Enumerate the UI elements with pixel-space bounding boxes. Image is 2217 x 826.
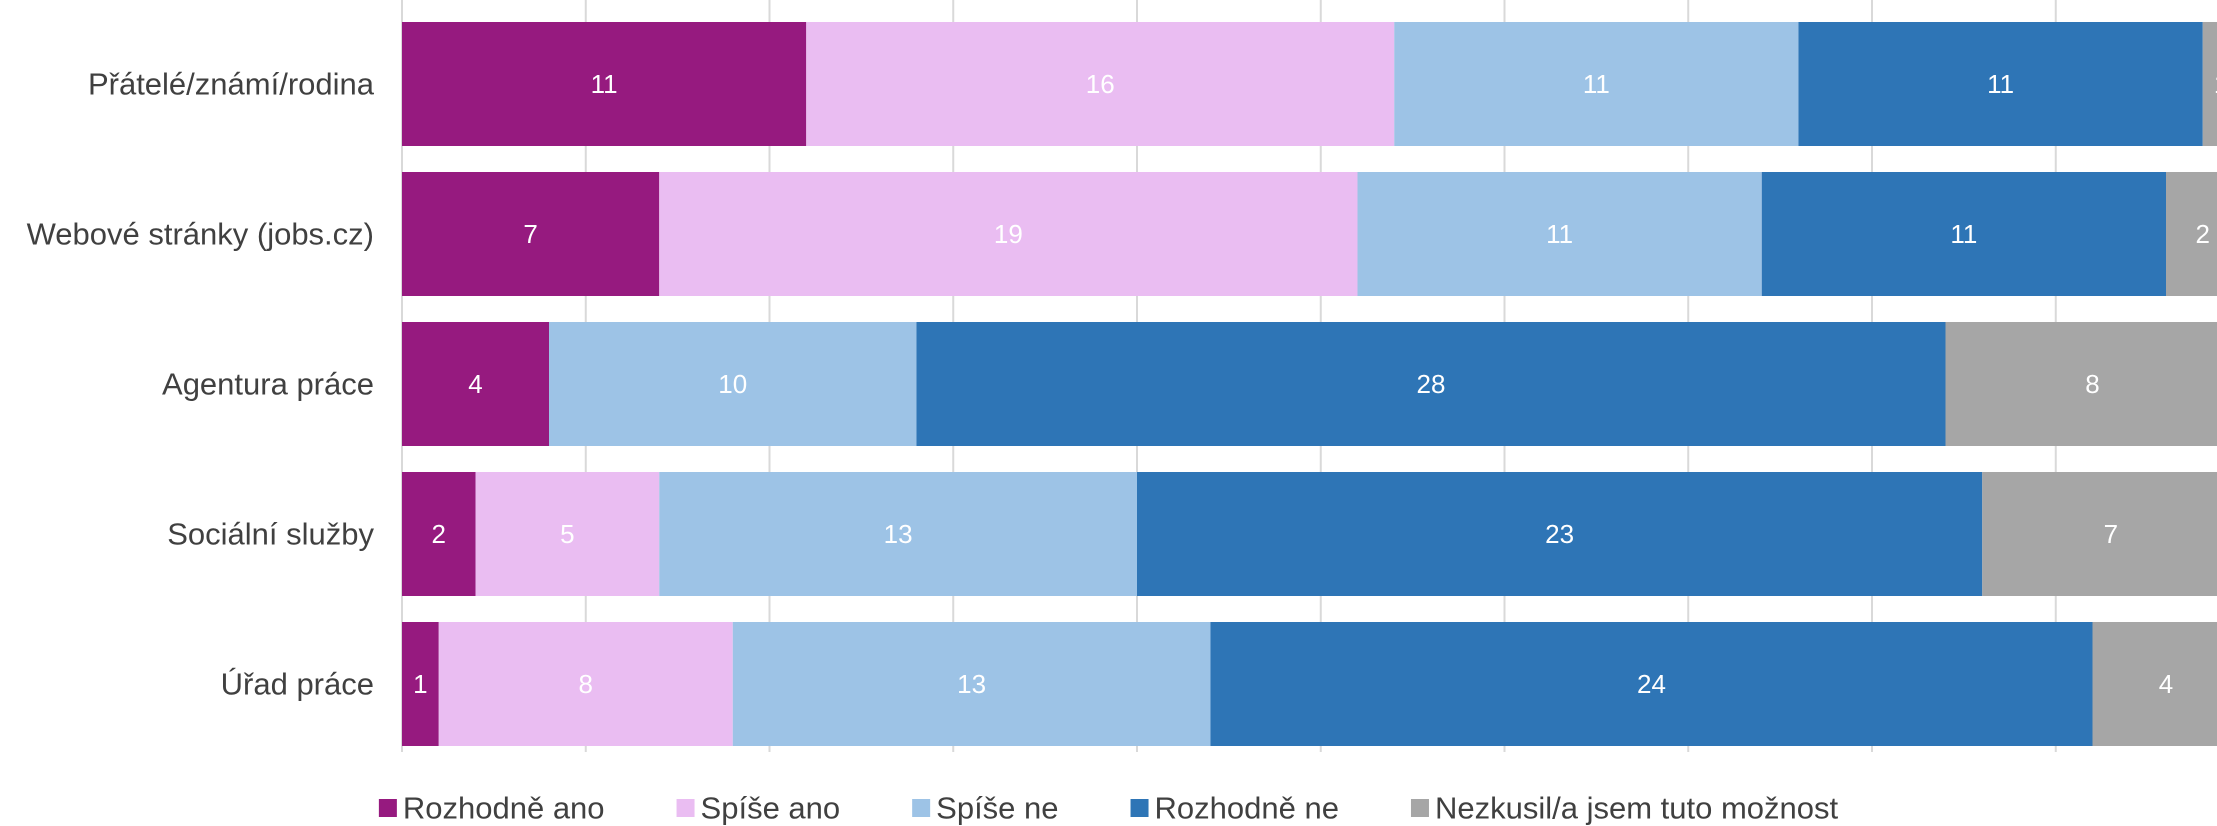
data-label: 4 xyxy=(2159,669,2173,699)
data-label: 5 xyxy=(560,519,574,549)
category-label: Úřad práce xyxy=(221,667,374,702)
data-label: 28 xyxy=(1417,369,1446,399)
bar-pratele-znami-rodina-rozhodne-ano xyxy=(402,22,807,146)
legend-label: Spíše ne xyxy=(936,791,1058,826)
bar-urad-prace-spise-ano xyxy=(438,622,733,746)
bar-agentura-prace-spise-ne xyxy=(549,322,917,446)
bar-urad-prace-spise-ne xyxy=(732,622,1211,746)
data-label: 24 xyxy=(1637,669,1666,699)
data-label: 11 xyxy=(1950,219,1977,249)
bar-agentura-prace-nezkusil-a-jsem-tuto-moznost xyxy=(1945,322,2217,446)
bar-socialni-sluzby-spise-ano xyxy=(475,472,660,596)
bar-pratele-znami-rodina-nezkusil-a-jsem-tuto-moznost xyxy=(2202,22,2217,146)
bar-pratele-znami-rodina-spise-ne xyxy=(1394,22,1799,146)
data-label: 7 xyxy=(523,219,537,249)
legend-swatch xyxy=(912,799,931,817)
category-labels: Přátelé/známí/rodina Webové stránky (jobs… xyxy=(27,67,375,702)
bar-agentura-prace-rozhodne-ne xyxy=(916,322,1946,446)
legend-swatch xyxy=(676,799,695,817)
bar-webove-stranky-jobs-cz-nezkusil-a-jsem-tuto-moznost xyxy=(2166,172,2217,296)
data-labels: 1116111117191111241028825132371813244 xyxy=(413,69,2217,699)
legend-swatch xyxy=(1410,799,1429,817)
category-label: Agentura práce xyxy=(162,367,374,402)
bars xyxy=(402,22,2217,746)
data-label: 2 xyxy=(432,519,446,549)
bar-webove-stranky-jobs-cz-spise-ne xyxy=(1357,172,1762,296)
data-label: 11 xyxy=(1583,69,1610,99)
data-label: 10 xyxy=(718,369,747,399)
bar-socialni-sluzby-spise-ne xyxy=(659,472,1137,596)
category-label: Sociální služby xyxy=(167,517,374,552)
legend-label: Spíše ano xyxy=(701,791,841,826)
bar-socialni-sluzby-nezkusil-a-jsem-tuto-moznost xyxy=(1982,472,2217,596)
bar-pratele-znami-rodina-spise-ano xyxy=(806,22,1395,146)
data-label: 16 xyxy=(1086,69,1115,99)
bar-webove-stranky-jobs-cz-spise-ano xyxy=(659,172,1358,296)
data-label: 19 xyxy=(994,219,1023,249)
bar-webove-stranky-jobs-cz-rozhodne-ne xyxy=(1761,172,2166,296)
data-label: 8 xyxy=(579,669,593,699)
data-label: 1 xyxy=(413,669,427,699)
legend-label: Rozhodně ne xyxy=(1155,791,1339,826)
bar-webove-stranky-jobs-cz-rozhodne-ano xyxy=(402,172,660,296)
data-label: 13 xyxy=(957,669,986,699)
bar-urad-prace-nezkusil-a-jsem-tuto-moznost xyxy=(2092,622,2217,746)
category-label: Webové stránky (jobs.cz) xyxy=(27,217,374,252)
bar-pratele-znami-rodina-rozhodne-ne xyxy=(1798,22,2203,146)
data-label: 11 xyxy=(1987,69,2014,99)
legend-label: Rozhodně ano xyxy=(403,791,605,826)
data-label: 2 xyxy=(2196,219,2210,249)
category-label: Přátelé/známí/rodina xyxy=(88,67,375,102)
bar-socialni-sluzby-rozhodne-ano xyxy=(402,472,476,596)
legend: Rozhodně ano Spíše ano Spíše ne Rozhodně ne… xyxy=(378,791,1839,826)
legend-label: Nezkusil/a jsem tuto možnost xyxy=(1435,791,1839,826)
legend-swatch xyxy=(378,799,397,817)
data-label: 4 xyxy=(468,369,482,399)
bar-socialni-sluzby-rozhodne-ne xyxy=(1137,472,1983,596)
data-label: 8 xyxy=(2085,369,2099,399)
data-label: 13 xyxy=(884,519,913,549)
bar-agentura-prace-rozhodne-ano xyxy=(402,322,549,446)
legend-swatch xyxy=(1130,799,1149,817)
bar-urad-prace-rozhodne-ano xyxy=(402,622,439,746)
data-label: 1 xyxy=(2214,69,2217,99)
data-label: 23 xyxy=(1545,519,1574,549)
bar-urad-prace-rozhodne-ne xyxy=(1210,622,2093,746)
data-label: 11 xyxy=(591,69,618,99)
data-label: 7 xyxy=(2104,519,2118,549)
data-label: 11 xyxy=(1546,219,1573,249)
